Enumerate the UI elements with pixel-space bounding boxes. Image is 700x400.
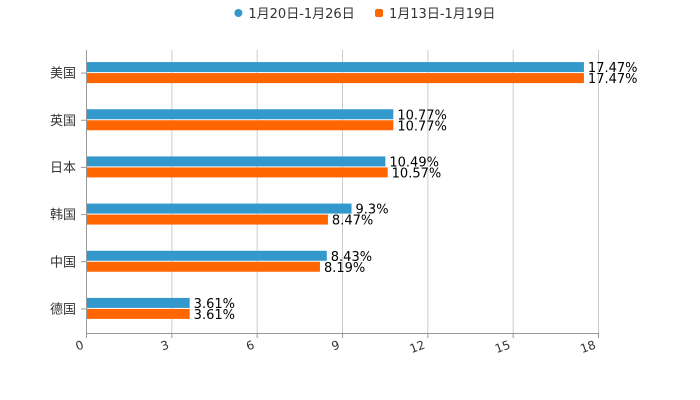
x-tick-label-3: 3 — [159, 338, 171, 354]
data-label: 10.49% — [389, 155, 439, 170]
x-tick-label-12: 12 — [408, 338, 427, 356]
data-labels: 17.47%17.47% 10.77%10.77% 10.49%10.57% 9.3%… — [194, 61, 638, 323]
bar-series2 — [87, 120, 394, 131]
legend-marker-series2 — [375, 9, 383, 17]
data-label: 8.43% — [331, 250, 372, 265]
data-label: 17.47% — [588, 61, 638, 76]
category-label: 美国 — [50, 67, 76, 82]
bar-series2 — [87, 214, 328, 225]
legend-marker-series1 — [234, 9, 243, 17]
bar-series2 — [87, 73, 584, 84]
x-tick-label-6: 6 — [244, 338, 256, 354]
bar-series1 — [87, 297, 190, 308]
bars — [87, 62, 584, 319]
category-label: 中国 — [50, 255, 76, 270]
bar-series1 — [87, 203, 352, 214]
bar-series1 — [87, 62, 584, 73]
data-label: 8.19% — [324, 261, 365, 276]
data-label: 8.47% — [332, 214, 373, 229]
bar-series1 — [87, 250, 327, 261]
bar-series1 — [87, 109, 394, 120]
legend-label: 1月13日-1月19日 — [389, 7, 495, 22]
bar-series2 — [87, 167, 388, 178]
x-tick-label-9: 9 — [330, 338, 342, 354]
grid-lines — [171, 50, 599, 333]
legend: 1月20日-1月26日 1月13日-1月19日 — [234, 7, 495, 22]
bar-series2 — [87, 261, 320, 272]
data-label: 3.61% — [194, 297, 235, 312]
data-label: 17.47% — [588, 72, 638, 87]
category-label: 德国 — [50, 302, 76, 317]
data-label: 10.77% — [397, 108, 447, 123]
category-label: 日本 — [50, 161, 76, 176]
data-label: 10.77% — [397, 119, 447, 134]
bar-series2 — [87, 308, 190, 319]
x-tick-label-15: 15 — [493, 338, 512, 356]
data-label: 9.3% — [356, 203, 389, 218]
category-label: 韩国 — [50, 208, 76, 223]
x-tick-label-18: 18 — [578, 338, 597, 356]
bar-series1 — [87, 156, 386, 167]
category-label: 英国 — [50, 114, 76, 129]
data-label: 3.61% — [194, 308, 235, 323]
legend-label: 1月20日-1月26日 — [248, 7, 354, 22]
x-tick-label-0: 0 — [74, 338, 86, 354]
data-label: 10.57% — [392, 166, 442, 181]
